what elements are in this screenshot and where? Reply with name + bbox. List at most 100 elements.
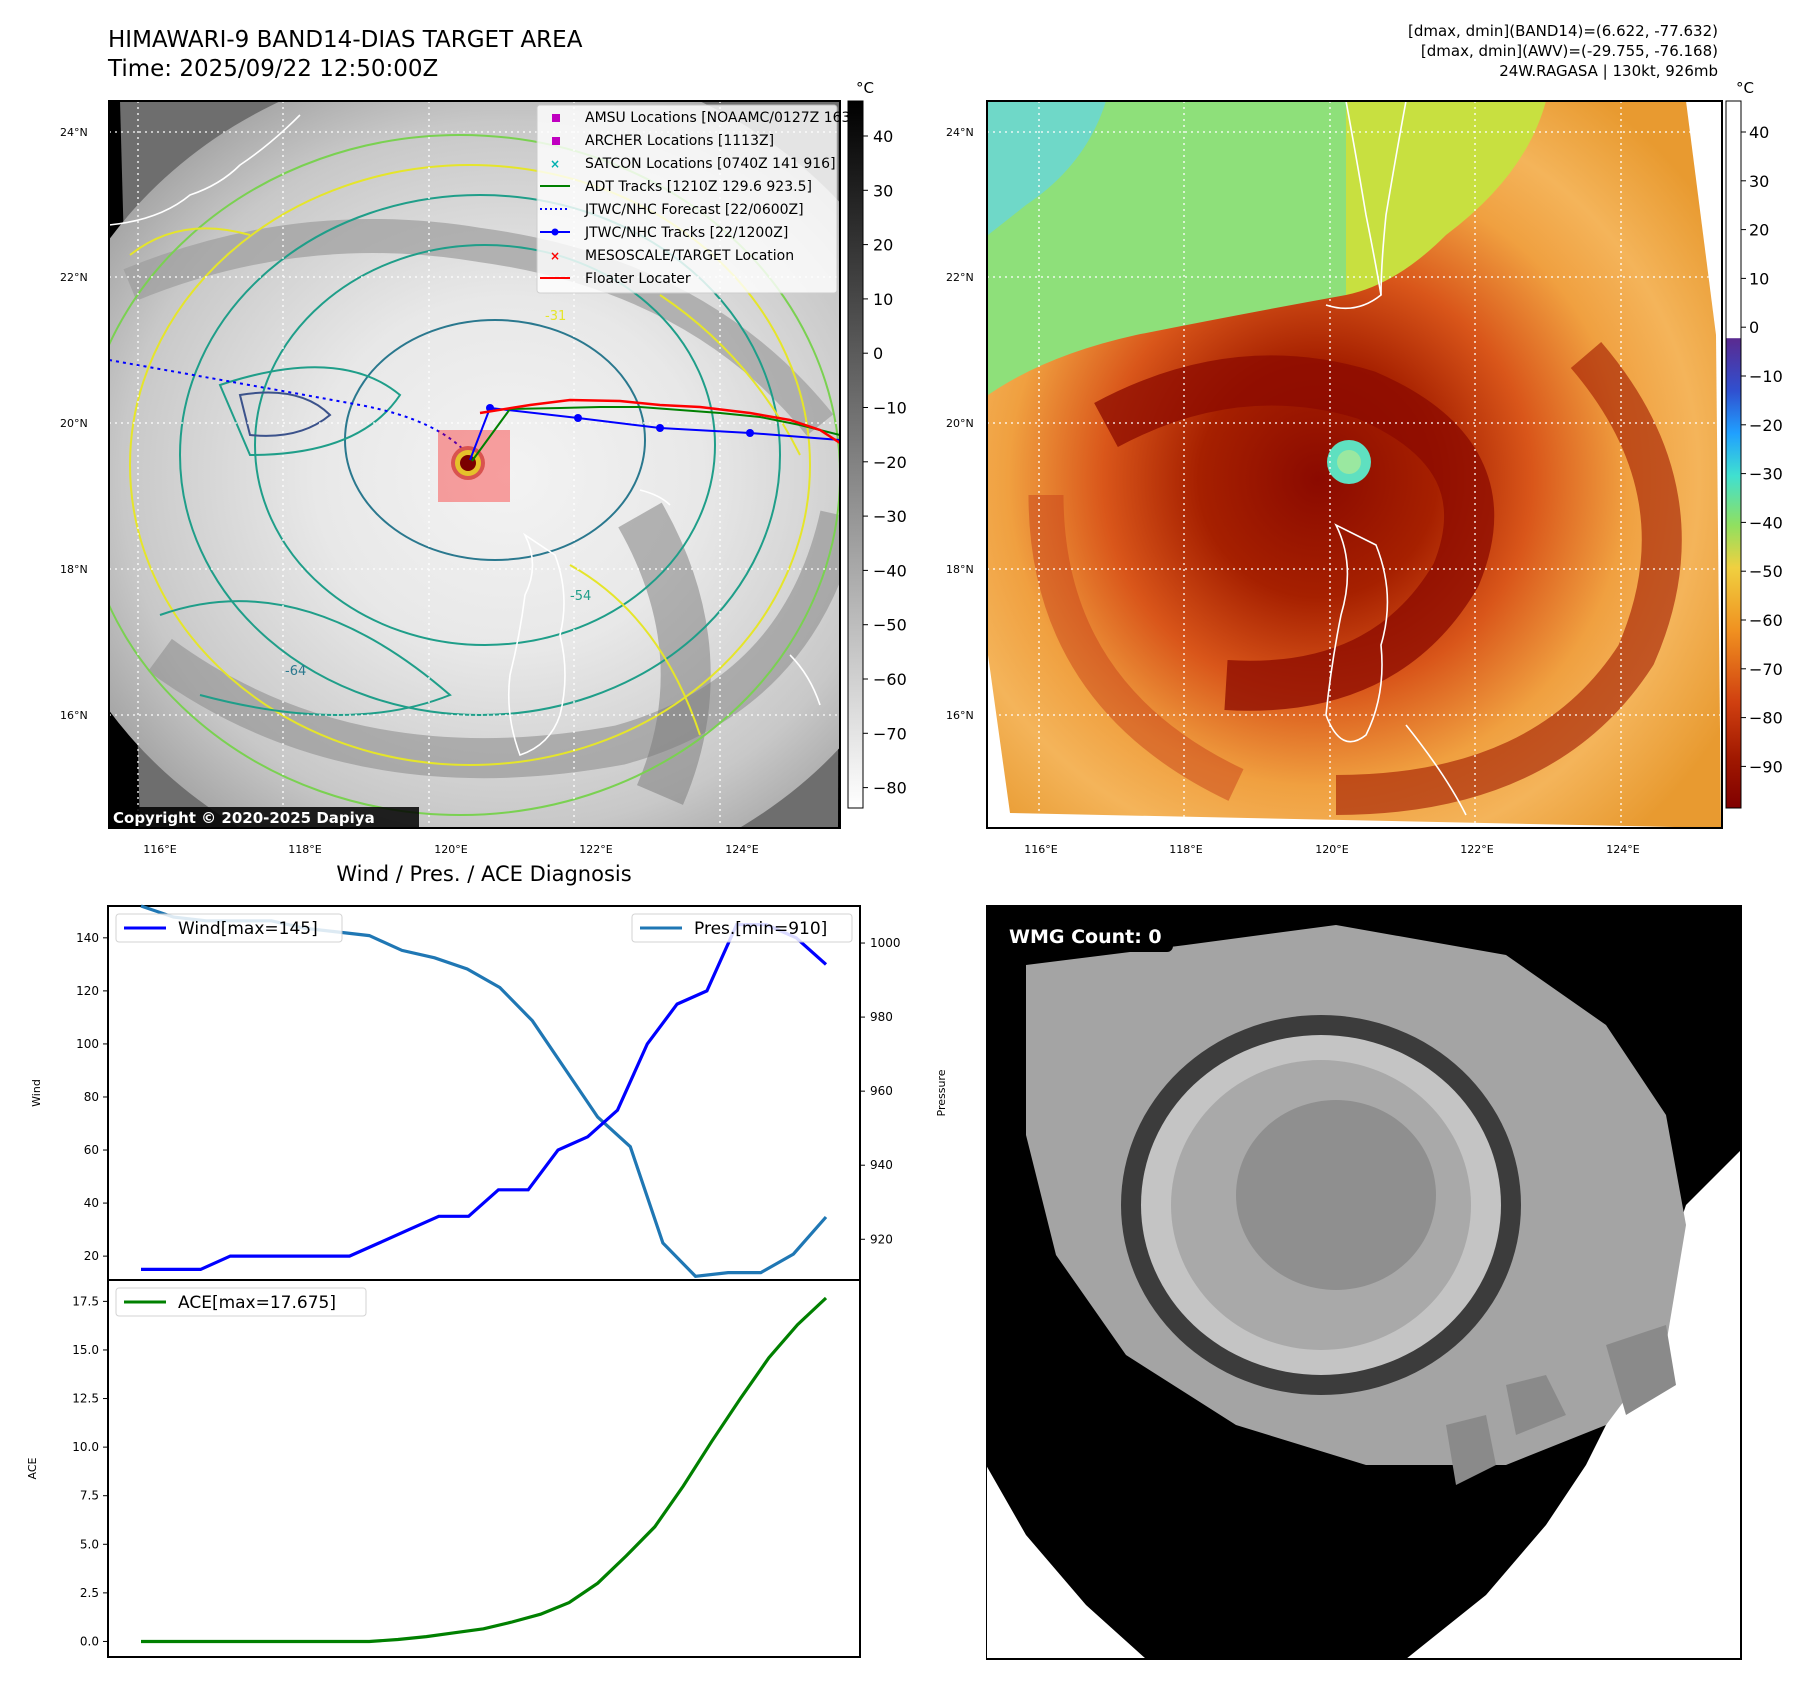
right-colorbar-tick: 0 <box>1749 318 1759 337</box>
storm-info: 24W.RAGASA | 130kt, 926mb <box>1499 62 1718 80</box>
pressure-tick: 960 <box>870 1084 893 1098</box>
pressure-tick: 1000 <box>870 936 901 950</box>
svg-text:122°E: 122°E <box>1460 843 1493 855</box>
ace-legend-label: ACE[max=17.675] <box>178 1293 336 1313</box>
right-map-imagery <box>987 101 1722 828</box>
right-colorbar-tick: −70 <box>1749 660 1783 679</box>
pressure-series-line <box>140 904 828 1278</box>
wmg-panel: WMG Count: 0 <box>986 905 1742 1660</box>
left-map-panel: -31 -54 -64 Copyright © 2020-2025 Dapiya… <box>108 100 860 855</box>
left-colorbar: °C 40 30 20 10 0 −10 −20 −30 −40 −50 −60 −70 −80 <box>847 79 907 809</box>
wind-axis-label: Wind <box>30 1079 43 1107</box>
left-colorbar-tick: −60 <box>873 670 907 689</box>
right-colorbar-tick: −50 <box>1749 562 1783 581</box>
right-colorbar-tick: −60 <box>1749 611 1783 630</box>
right-colorbar-tick: −20 <box>1749 416 1783 435</box>
pressure-tick: 920 <box>870 1232 893 1246</box>
svg-text:120°E: 120°E <box>434 843 467 855</box>
right-lat-16: 16°N <box>946 709 974 722</box>
ace-axes <box>107 1279 861 1658</box>
left-colorbar-tick: −20 <box>873 453 907 472</box>
figure-title-line2: Time: 2025/09/22 12:50:00Z <box>108 56 439 82</box>
left-colorbar-tick: 30 <box>873 181 893 200</box>
contour-label-54: -54 <box>570 589 591 604</box>
stat-band14: [dmax, dmin](BAND14)=(6.622, -77.632) <box>1407 22 1718 40</box>
wind-legend-label: Wind[max=145] <box>178 919 318 939</box>
svg-text:116°E: 116°E <box>1024 843 1057 855</box>
wind-tick: 100 <box>76 1037 99 1051</box>
left-colorbar-tick: 10 <box>873 290 893 309</box>
figure-title-line1: HIMAWARI-9 BAND14-DIAS TARGET AREA <box>108 27 583 53</box>
svg-text:×: × <box>550 157 560 171</box>
right-lat-24: 24°N <box>946 126 974 139</box>
wmg-count-label: WMG Count: 0 <box>1009 926 1162 948</box>
jtwc-track <box>469 406 840 461</box>
right-colorbar: °C 40 30 20 10 0 −10 −20 −30 −40 −50 −60 −70 −80 −90 <box>1725 79 1783 809</box>
svg-text:124°E: 124°E <box>725 843 758 855</box>
right-colorbar-tick: −10 <box>1749 367 1783 386</box>
svg-text:118°E: 118°E <box>1169 843 1202 855</box>
wind-tick: 120 <box>76 984 99 998</box>
ace-tick: 2.5 <box>80 1586 99 1600</box>
right-colorbar-tick: 10 <box>1749 269 1769 288</box>
left-lat-22: 22°N <box>60 271 88 284</box>
copyright-label: Copyright © 2020-2025 Dapiya <box>113 809 375 827</box>
floater-track <box>479 398 840 445</box>
stat-awv: [dmax, dmin](AWV)=(-29.755, -76.168) <box>1420 42 1718 60</box>
left-lat-18: 18°N <box>60 563 88 576</box>
right-colorbar-tick: 40 <box>1749 123 1769 142</box>
svg-text:×: × <box>550 249 560 263</box>
ace-tick: 5.0 <box>80 1537 99 1551</box>
ace-axis-label: ACE <box>26 1457 39 1479</box>
wind-tick: 80 <box>84 1090 99 1104</box>
svg-text:116°E: 116°E <box>143 843 176 855</box>
left-colorbar-tick: −80 <box>873 779 907 798</box>
wind-tick: 60 <box>84 1143 99 1157</box>
pressure-legend-label: Pres.[min=910] <box>694 919 827 939</box>
left-colorbar-tick: −30 <box>873 507 907 526</box>
left-lat-20: 20°N <box>60 417 88 430</box>
svg-text:118°E: 118°E <box>288 843 321 855</box>
right-map-panel: 116°E 118°E 120°E 122°E 124°E <box>986 100 1723 855</box>
wind-series-line <box>141 922 828 1271</box>
pressure-tick: 980 <box>870 1010 893 1024</box>
legend-jtwc-tracks: JTWC/NHC Tracks [22/1200Z] <box>584 225 788 241</box>
left-colorbar-tick: −70 <box>873 724 907 743</box>
legend-archer: ARCHER Locations [1113Z] <box>585 133 774 149</box>
wind-pressure-axes <box>107 905 861 1281</box>
left-colorbar-tick: −50 <box>873 616 907 635</box>
diagnosis-chart-title: Wind / Pres. / ACE Diagnosis <box>336 862 632 886</box>
right-lat-22: 22°N <box>946 271 974 284</box>
left-colorbar-tick: 20 <box>873 236 893 255</box>
right-map-gridlines <box>987 101 1722 828</box>
wind-tick: 40 <box>84 1196 99 1210</box>
jtwc-forecast-track <box>109 359 471 458</box>
pressure-tick: 940 <box>870 1158 893 1172</box>
right-colorbar-tick: −30 <box>1749 465 1783 484</box>
ace-tick: 15.0 <box>72 1343 99 1357</box>
right-colorbar-unit: °C <box>1736 79 1754 97</box>
left-colorbar-unit: °C <box>856 79 874 97</box>
ace-tick: 10.0 <box>72 1440 99 1454</box>
left-colorbar-tick: −10 <box>873 399 907 418</box>
right-lat-20: 20°N <box>946 417 974 430</box>
ace-tick: 0.0 <box>80 1634 99 1648</box>
pressure-axis-label: Pressure <box>935 1069 948 1116</box>
left-colorbar-tick: 0 <box>873 344 883 363</box>
right-colorbar-tick: 30 <box>1749 172 1769 191</box>
legend-forecast: JTWC/NHC Forecast [22/0600Z] <box>584 202 804 218</box>
svg-text:124°E: 124°E <box>1606 843 1639 855</box>
legend-adt: ADT Tracks [1210Z 129.6 923.5] <box>585 179 812 195</box>
svg-text:122°E: 122°E <box>579 843 612 855</box>
legend-amsu: AMSU Locations [NOAAMC/0127Z 163 901] <box>585 110 860 126</box>
contour-label-64: -64 <box>285 664 306 679</box>
legend-satcon: SATCON Locations [0740Z 141 916] <box>585 156 836 172</box>
left-lat-24: 24°N <box>60 126 88 139</box>
adt-track <box>471 406 840 462</box>
ace-tick: 7.5 <box>80 1489 99 1503</box>
right-map-lon-ticks: 116°E 118°E 120°E 122°E 124°E <box>1024 843 1639 855</box>
svg-text:120°E: 120°E <box>1315 843 1348 855</box>
wind-tick: 20 <box>84 1249 99 1263</box>
contour-label-31: -31 <box>545 309 566 324</box>
right-colorbar-tick: −90 <box>1749 757 1783 776</box>
